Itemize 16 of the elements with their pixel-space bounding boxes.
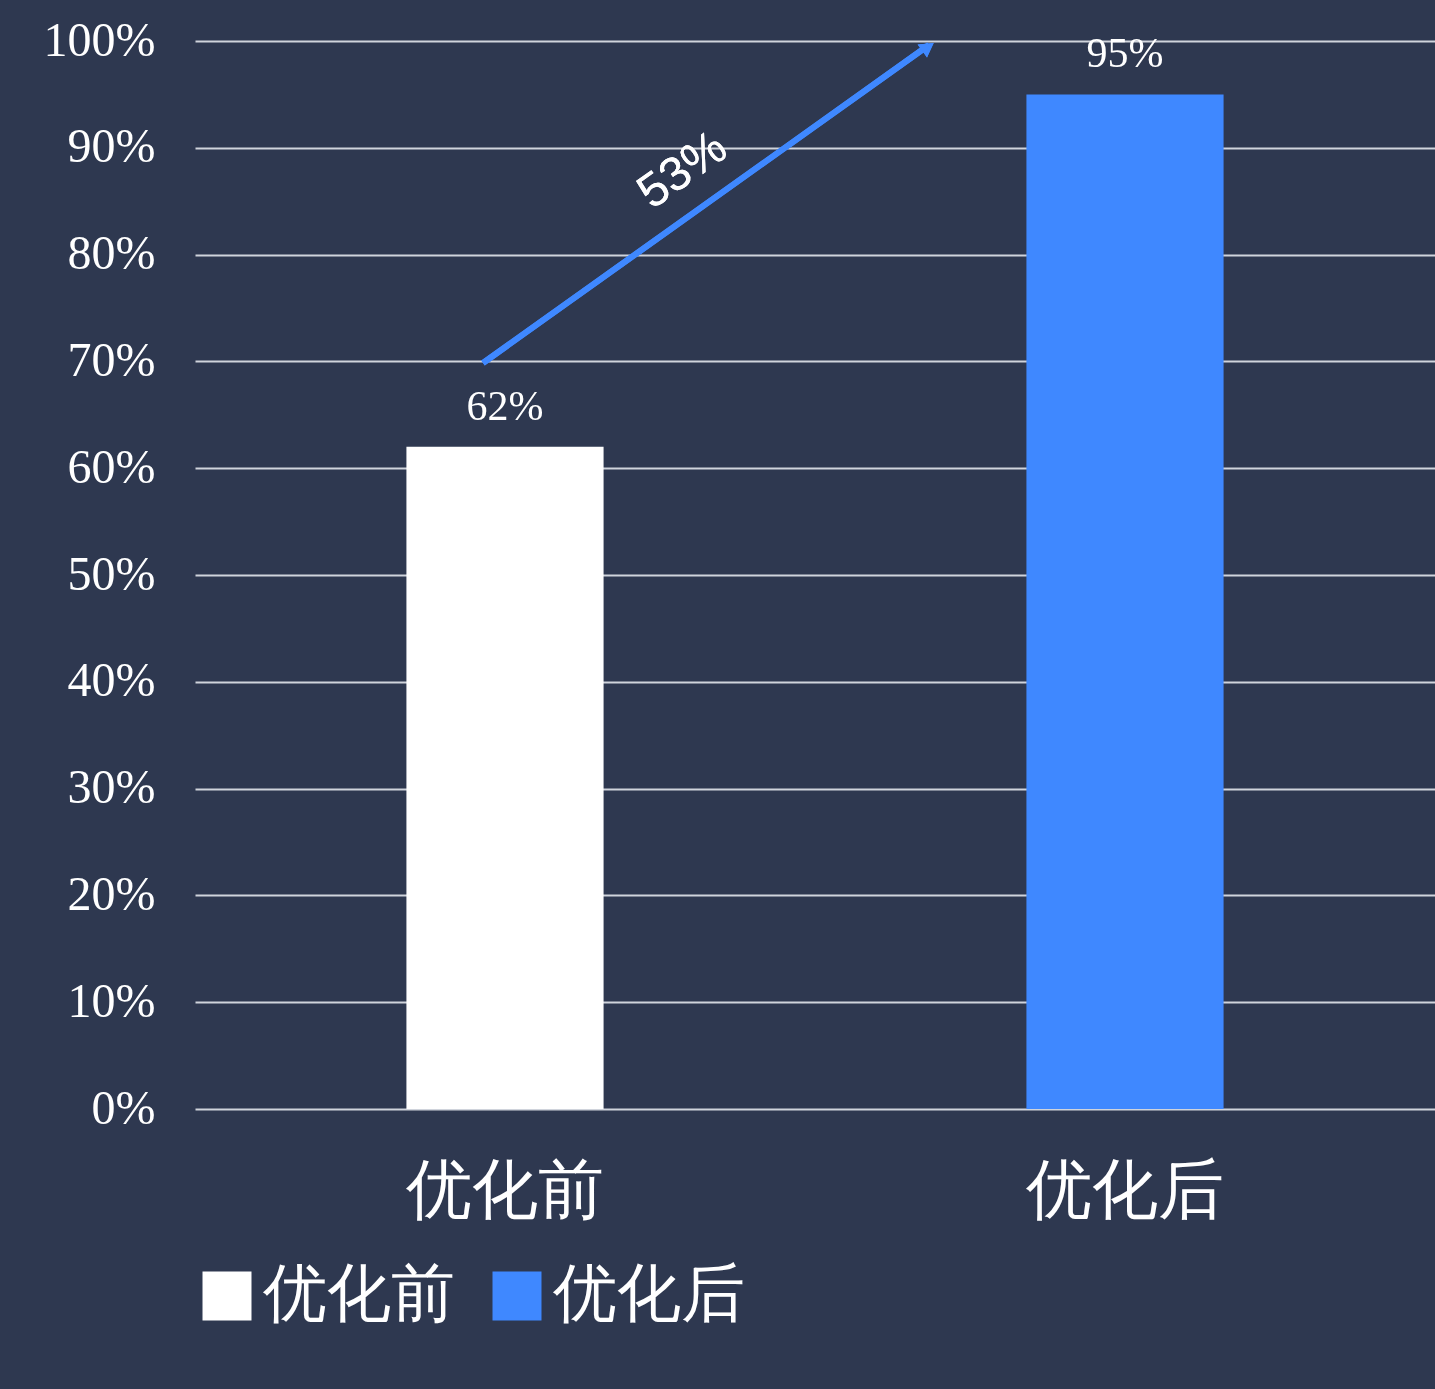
y-tick-label: 100% bbox=[43, 12, 156, 66]
y-tick-label: 50% bbox=[67, 546, 156, 600]
data-label: 62% bbox=[466, 382, 544, 429]
y-tick-label: 0% bbox=[91, 1080, 156, 1134]
data-label: 95% bbox=[1086, 30, 1164, 77]
y-tick-label: 80% bbox=[67, 226, 156, 280]
y-tick-label: 20% bbox=[67, 866, 156, 920]
annotation: 53% bbox=[627, 119, 737, 219]
y-tick-label: 30% bbox=[67, 760, 156, 814]
y-tick-label: 70% bbox=[67, 332, 156, 386]
y-tick-label: 60% bbox=[67, 439, 156, 493]
y-tick-label: 10% bbox=[67, 973, 156, 1027]
legend-label: 优化前 bbox=[263, 1258, 455, 1329]
legend-label: 优化后 bbox=[553, 1258, 745, 1329]
y-tick-label: 90% bbox=[67, 119, 156, 173]
y-tick-label: 40% bbox=[67, 653, 156, 707]
